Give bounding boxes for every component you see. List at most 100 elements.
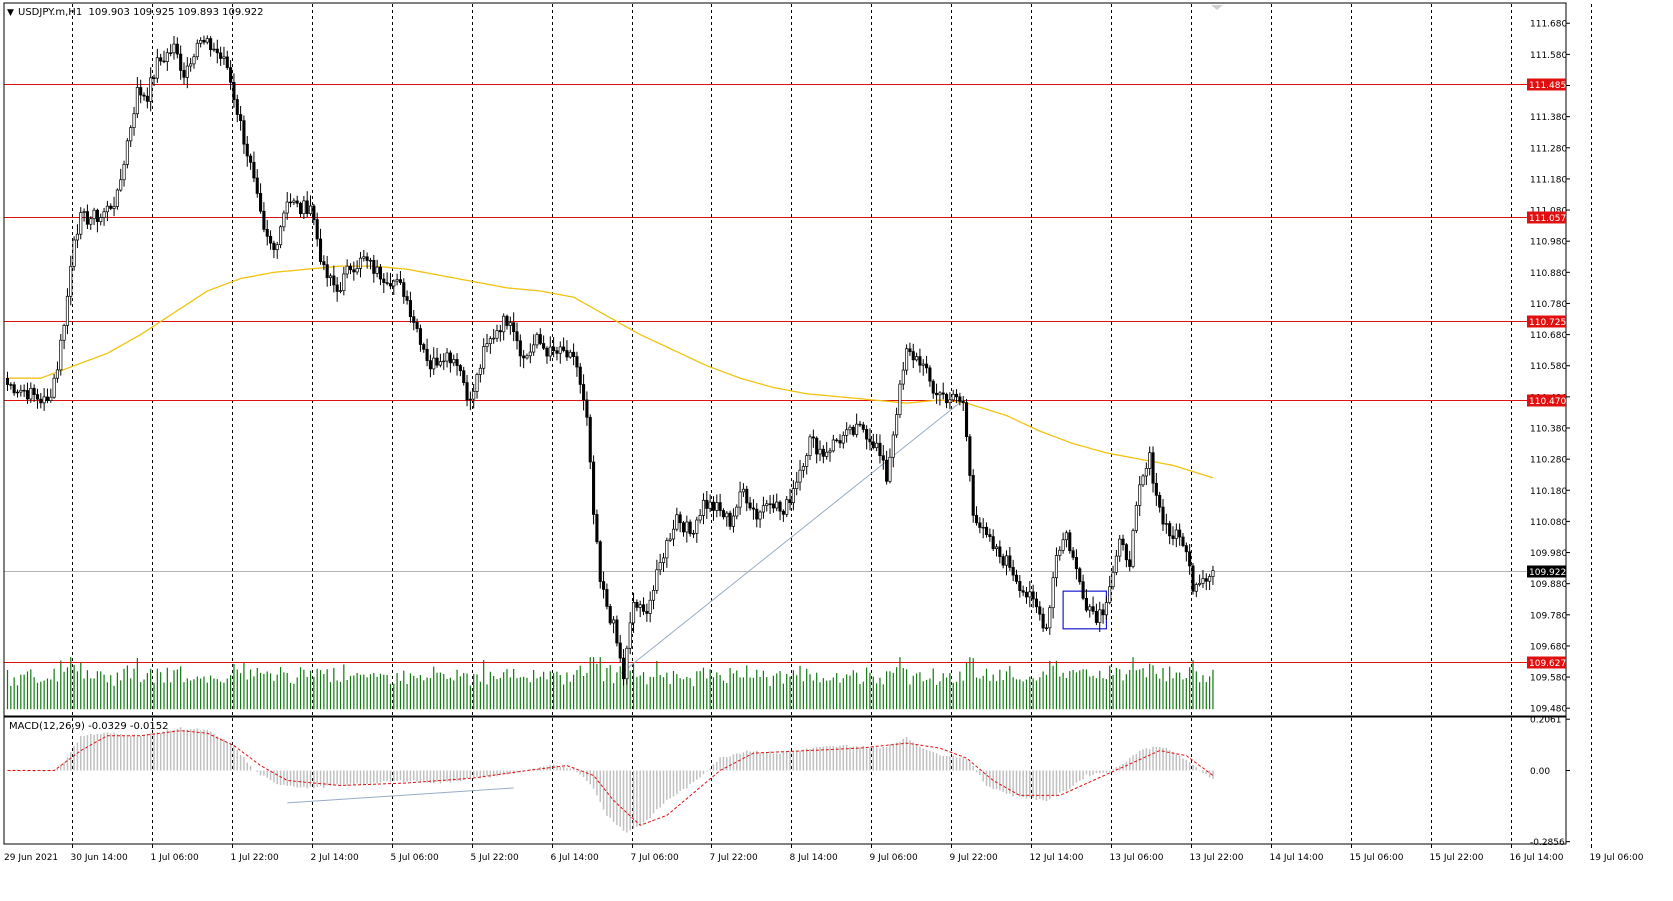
candle-body (1144, 468, 1148, 477)
candle-body (661, 557, 666, 563)
level-price-label: 110.725 (1529, 318, 1566, 328)
candle-body (535, 334, 539, 346)
candle-body (735, 506, 739, 517)
candle-body (585, 399, 589, 418)
candle-body (365, 256, 369, 261)
candle-body (971, 475, 975, 516)
candle-body (1094, 610, 1098, 623)
candle-body (265, 228, 269, 237)
candle-body (129, 127, 133, 142)
candle-body (1141, 475, 1145, 486)
candle-body (5, 377, 10, 385)
candle-body (592, 461, 596, 515)
candle-body (858, 423, 862, 426)
candle-body (255, 177, 259, 194)
candle-body (1011, 567, 1015, 576)
candle-body (631, 601, 636, 624)
candle-body (185, 65, 189, 78)
candle-body (508, 322, 512, 326)
candle-body (615, 619, 619, 644)
candle-body (338, 290, 343, 292)
candle-body (575, 356, 579, 368)
candle-body (778, 501, 782, 512)
price-tick-label: 109.680 (1530, 642, 1567, 652)
candle-body (322, 261, 326, 266)
candle-body (15, 391, 20, 394)
price-tick-label: 110.980 (1530, 238, 1567, 248)
time-tick-label: 9 Jul 06:00 (870, 853, 919, 863)
candle-body (1018, 581, 1022, 592)
candle-body (225, 56, 229, 68)
candle-body (572, 351, 576, 357)
candle-body (275, 244, 279, 251)
candle-body (162, 60, 166, 63)
candle-body (325, 264, 329, 279)
candle-body (1201, 578, 1205, 584)
candle-body (448, 352, 452, 364)
candle-body (1188, 551, 1192, 567)
candle-body (1008, 555, 1012, 568)
price-tick-label: 110.680 (1530, 331, 1567, 341)
chart-shift-icon[interactable] (1211, 5, 1223, 10)
candle-body (1048, 607, 1052, 629)
candle-body (981, 526, 985, 529)
price-tick-label: 109.980 (1530, 549, 1567, 559)
price-tick-label: 109.580 (1530, 674, 1567, 684)
time-tick-label: 1 Jul 22:00 (231, 853, 280, 863)
candle-body (968, 436, 972, 476)
level-price-label: 110.470 (1529, 397, 1566, 407)
candle-body (988, 534, 992, 537)
candle-body (542, 343, 546, 349)
candle-body (558, 346, 562, 354)
candle-body (312, 205, 316, 220)
symbol-dropdown-icon[interactable]: ▼ (7, 8, 14, 18)
candle-body (552, 346, 556, 352)
candle-body (482, 346, 486, 369)
candle-body (1114, 555, 1118, 573)
candle-body (149, 77, 153, 102)
candle-body (948, 399, 952, 404)
candle-body (62, 325, 66, 341)
level-price-tag (1527, 78, 1566, 91)
candle-body (725, 512, 729, 518)
candle-body (1128, 559, 1132, 567)
candle-body (19, 389, 23, 393)
candle-body (538, 334, 542, 344)
candle-body (345, 265, 349, 275)
time-tick-label: 7 Jul 22:00 (710, 853, 759, 863)
candle-body (788, 499, 792, 503)
trendline-main[interactable] (619, 399, 964, 675)
price-tick-label: 110.580 (1530, 362, 1567, 372)
candle-body (22, 389, 26, 392)
candle-body (398, 279, 402, 283)
candle-body (798, 469, 802, 483)
candle-body (801, 466, 805, 471)
candle-body (422, 344, 426, 350)
candle-body (608, 606, 612, 624)
candle-body (45, 396, 50, 401)
candle-body (945, 393, 949, 404)
macd-tick-label: 0.00 (1530, 767, 1550, 777)
candle-body (805, 455, 809, 467)
candle-body (1061, 539, 1065, 551)
candle-body (199, 39, 203, 44)
candle-body (169, 52, 173, 54)
candle-body (618, 642, 622, 659)
candle-body (838, 440, 842, 444)
candle-body (1058, 549, 1062, 556)
candle-body (209, 38, 213, 50)
candle-body (32, 387, 36, 395)
candle-body (841, 434, 845, 444)
time-tick-label: 2 Jul 14:00 (311, 853, 360, 863)
candle-body (405, 296, 409, 301)
candle-body (332, 275, 336, 286)
candle-body (272, 242, 276, 251)
candle-body (452, 359, 456, 364)
candle-body (89, 218, 93, 225)
candle-body (85, 211, 89, 225)
candle-body (938, 392, 942, 396)
candle-body (621, 657, 626, 680)
candle-body (731, 515, 735, 527)
price-tick-label: 109.880 (1530, 580, 1567, 590)
